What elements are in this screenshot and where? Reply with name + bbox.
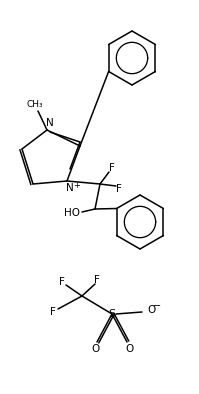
Text: O: O bbox=[147, 305, 155, 315]
Text: F: F bbox=[116, 184, 122, 194]
Text: N: N bbox=[46, 118, 54, 128]
Text: S: S bbox=[108, 309, 116, 319]
Text: HO: HO bbox=[64, 208, 80, 218]
Text: F: F bbox=[109, 163, 115, 173]
Text: +: + bbox=[74, 180, 80, 190]
Text: F: F bbox=[50, 307, 56, 317]
Text: CH₃: CH₃ bbox=[27, 100, 43, 108]
Text: O: O bbox=[125, 344, 133, 354]
Text: F: F bbox=[59, 277, 65, 287]
Text: F: F bbox=[94, 275, 100, 285]
Text: N: N bbox=[66, 183, 74, 193]
Text: O: O bbox=[91, 344, 99, 354]
Text: −: − bbox=[153, 301, 161, 311]
